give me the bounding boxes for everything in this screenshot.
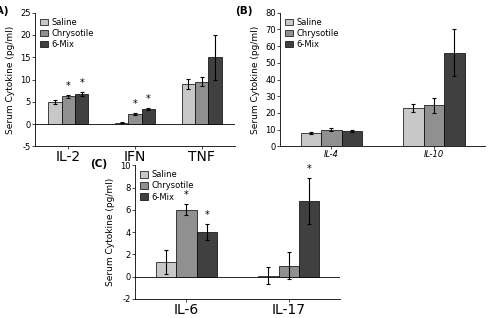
Bar (142, 109, 155, 124)
Legend: Saline, Chrysotile, 6-Mix: Saline, Chrysotile, 6-Mix (284, 17, 340, 50)
Bar (196, 232, 217, 277)
Bar (444, 53, 464, 146)
Bar (208, 57, 222, 124)
Y-axis label: Serum Cytokine (pg/ml): Serum Cytokine (pg/ml) (106, 178, 115, 286)
Text: *: * (184, 190, 188, 200)
Bar (48, 102, 62, 124)
Text: *: * (204, 210, 209, 220)
Legend: Saline, Chrysotile, 6-Mix: Saline, Chrysotile, 6-Mix (139, 169, 195, 202)
Bar (176, 210, 197, 277)
Bar (75, 94, 88, 124)
Text: *: * (132, 99, 138, 109)
Y-axis label: Serum Cytokine (pg/ml): Serum Cytokine (pg/ml) (250, 25, 260, 134)
Bar (258, 275, 278, 277)
Y-axis label: Serum Cytokine (pg/ml): Serum Cytokine (pg/ml) (6, 25, 15, 134)
Bar (115, 123, 128, 124)
Text: (C): (C) (90, 159, 107, 169)
Text: *: * (66, 81, 70, 91)
Text: (B): (B) (235, 6, 252, 16)
Bar (182, 84, 195, 124)
Bar (300, 133, 321, 146)
Text: (A): (A) (0, 6, 8, 16)
Bar (299, 201, 320, 277)
Bar (278, 266, 299, 277)
Bar (62, 96, 75, 124)
Bar (195, 82, 208, 124)
Text: *: * (307, 163, 312, 174)
Bar (156, 262, 176, 277)
Bar (424, 105, 444, 146)
Legend: Saline, Chrysotile, 6-Mix: Saline, Chrysotile, 6-Mix (39, 17, 95, 50)
Text: *: * (146, 94, 150, 104)
Bar (342, 131, 362, 146)
Text: *: * (80, 79, 84, 88)
Bar (128, 114, 141, 124)
Bar (403, 108, 423, 146)
Bar (321, 130, 342, 146)
